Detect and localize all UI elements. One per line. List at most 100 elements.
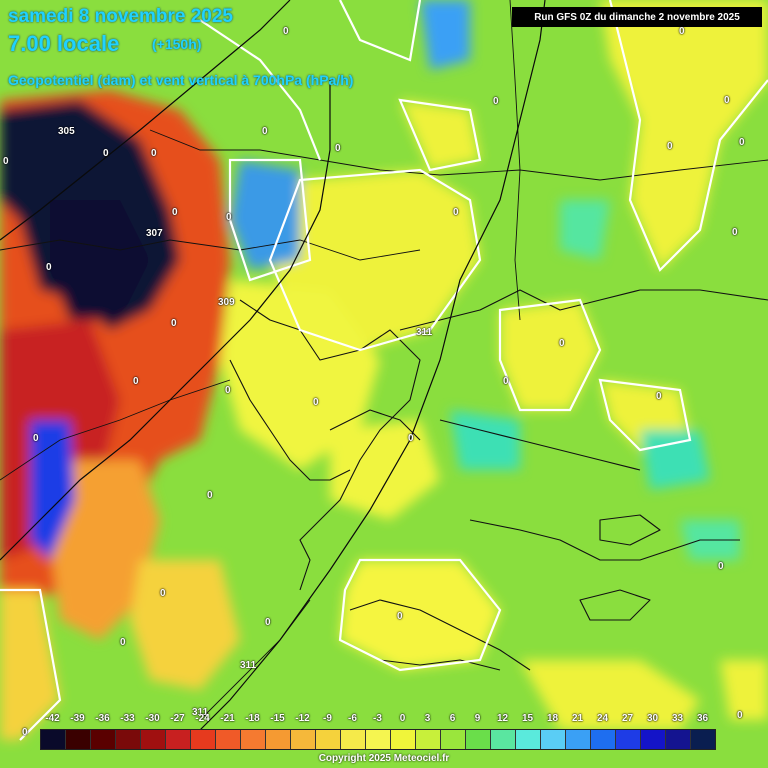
legend-swatch xyxy=(291,730,316,749)
legend-swatch xyxy=(541,730,566,749)
zero-label: 0 xyxy=(262,126,268,137)
zero-label: 0 xyxy=(335,143,341,154)
zero-label: 0 xyxy=(679,26,685,37)
legend-tick: 24 xyxy=(596,713,609,724)
geopotential-label: 309 xyxy=(218,297,235,308)
legend-tick: 30 xyxy=(646,713,659,724)
legend-swatch xyxy=(241,730,266,749)
zero-label: 0 xyxy=(408,433,414,444)
legend-swatch xyxy=(91,730,116,749)
legend-tick: -42 xyxy=(45,713,60,724)
geopotential-label: 311 xyxy=(192,707,209,718)
legend-tick: -24 xyxy=(195,713,210,724)
legend-tick: -21 xyxy=(220,713,235,724)
zero-label: 0 xyxy=(559,338,565,349)
legend-tick: -9 xyxy=(323,713,332,724)
legend-tick: 0 xyxy=(399,713,406,724)
geopotential-contours xyxy=(0,0,546,741)
legend-tick: 27 xyxy=(621,713,634,724)
legend-tick-labels: -42 -39 -36 -33 -30 -27 -24 -21 -18 -15 … xyxy=(40,713,716,727)
legend-tick: -39 xyxy=(70,713,85,724)
legend-tick: 21 xyxy=(571,713,584,724)
legend-tick: 36 xyxy=(696,713,709,724)
zero-label: 0 xyxy=(718,561,724,572)
legend-swatch xyxy=(491,730,516,749)
geopotential-label: 307 xyxy=(146,228,163,239)
legend-tick: -3 xyxy=(373,713,382,724)
legend-tick: -12 xyxy=(295,713,310,724)
legend-tick: 3 xyxy=(424,713,431,724)
zero-label: 0 xyxy=(46,262,52,273)
legend-tick: 12 xyxy=(496,713,509,724)
legend-swatch xyxy=(566,730,591,749)
legend-tick: 15 xyxy=(521,713,534,724)
geopotential-label: 311 xyxy=(416,327,433,338)
zero-label: 0 xyxy=(313,397,319,408)
legend-swatch xyxy=(316,730,341,749)
legend-swatch xyxy=(141,730,166,749)
legend-tick: -33 xyxy=(120,713,135,724)
legend-swatch xyxy=(41,730,66,749)
copyright: Copyright 2025 Meteociel.fr xyxy=(318,753,450,764)
zero-label: 0 xyxy=(172,207,178,218)
legend-tick: 18 xyxy=(546,713,559,724)
zero-label: 0 xyxy=(283,26,289,37)
legend-tick: -30 xyxy=(145,713,160,724)
zero-label: 0 xyxy=(103,148,109,159)
legend-swatch xyxy=(191,730,216,749)
legend-tick: 33 xyxy=(671,713,684,724)
zero-label: 0 xyxy=(133,376,139,387)
field-title: Geopotentiel (dam) et vent vertical à 70… xyxy=(8,72,354,88)
legend-tick: -27 xyxy=(170,713,185,724)
zero-label: 0 xyxy=(171,318,177,329)
zero-label: 0 xyxy=(160,588,166,599)
forecast-time: 7.00 locale xyxy=(8,31,120,56)
zero-label: 0 xyxy=(656,391,662,402)
legend-tick: 9 xyxy=(474,713,481,724)
zero-label: 0 xyxy=(33,433,39,444)
zero-label: 0 xyxy=(22,727,28,738)
zero-label: 0 xyxy=(3,156,9,167)
zero-label: 0 xyxy=(724,95,730,106)
legend-tick: -36 xyxy=(95,713,110,724)
legend-swatch xyxy=(341,730,366,749)
zero-label: 0 xyxy=(739,137,745,148)
legend-swatch xyxy=(66,730,91,749)
geopotential-label: 311 xyxy=(240,660,257,671)
legend-swatch xyxy=(366,730,391,749)
legend-tick: 6 xyxy=(449,713,456,724)
legend-swatch xyxy=(166,730,191,749)
zero-label: 0 xyxy=(493,96,499,107)
coastlines xyxy=(229,289,768,671)
run-info: Run GFS 0Z du dimanche 2 novembre 2025 xyxy=(512,7,762,27)
legend-tick: -18 xyxy=(245,713,260,724)
legend-swatch xyxy=(441,730,466,749)
legend-swatch xyxy=(616,730,641,749)
zero-label: 0 xyxy=(453,207,459,218)
zero-label: 0 xyxy=(207,490,213,501)
zero-label: 0 xyxy=(120,637,126,648)
zero-label: 0 xyxy=(226,212,232,223)
zero-label: 0 xyxy=(503,376,509,387)
legend-swatch xyxy=(666,730,691,749)
legend-swatch xyxy=(116,730,141,749)
legend-swatch xyxy=(466,730,491,749)
legend-swatch xyxy=(266,730,291,749)
legend-swatch xyxy=(416,730,441,749)
legend-swatch xyxy=(216,730,241,749)
zero-label: 0 xyxy=(397,611,403,622)
zero-label: 0 xyxy=(732,227,738,238)
legend-swatch xyxy=(591,730,616,749)
zero-label: 0 xyxy=(265,617,271,628)
zero-label: 0 xyxy=(225,385,231,396)
zero-label: 0 xyxy=(667,141,673,152)
legend-tick: -6 xyxy=(348,713,357,724)
legend-swatch xyxy=(641,730,666,749)
legend-swatch xyxy=(516,730,541,749)
zero-label: 0 xyxy=(151,148,157,159)
legend-swatch xyxy=(691,730,715,749)
forecast-offset: (+150h) xyxy=(152,36,202,52)
zero-label: 0 xyxy=(737,710,743,721)
geopotential-label: 305 xyxy=(58,126,75,137)
